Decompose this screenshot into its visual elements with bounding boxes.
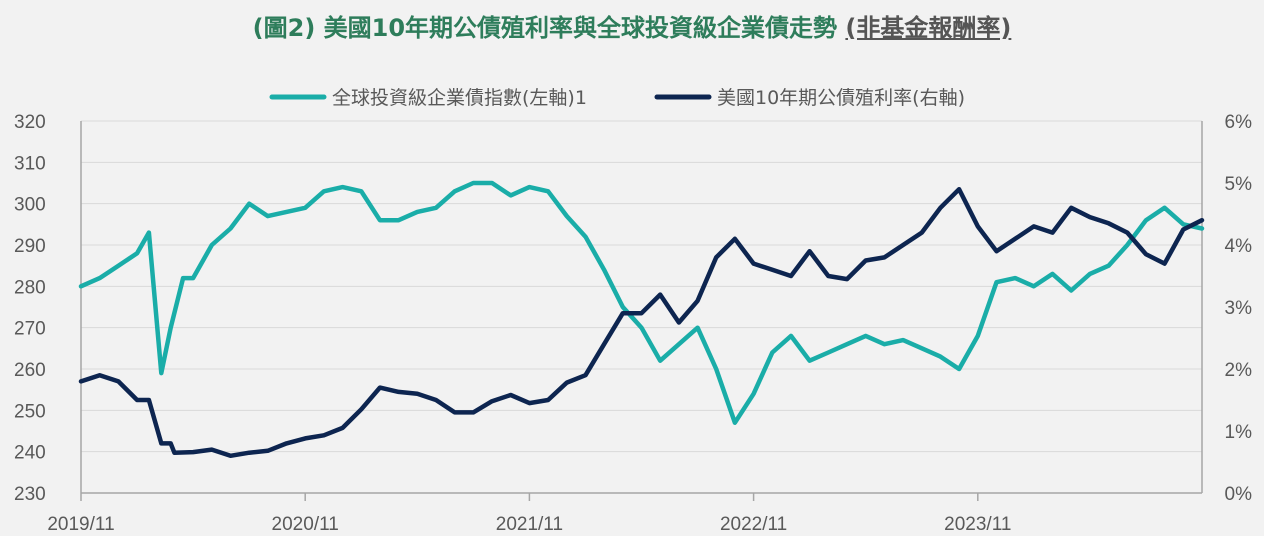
y-left-tick-label: 250	[14, 401, 46, 422]
y-right-tick-label: 5%	[1225, 174, 1253, 195]
legend-label-2: 美國10年期公債殖利率(右軸)	[717, 87, 965, 109]
x-tick-label: 2023/11	[944, 514, 1011, 535]
chart-title-main: (圖2) 美國10年期公債殖利率與全球投資級企業債走勢	[252, 14, 838, 42]
y-left-tick-label: 300	[14, 195, 46, 216]
y-right-tick-label: 1%	[1225, 422, 1253, 443]
y-left-tick-label: 260	[14, 360, 46, 381]
y-right-tick-label: 2%	[1225, 360, 1253, 381]
y-right-tick-label: 6%	[1225, 112, 1253, 133]
y-left-tick-label: 310	[14, 153, 46, 174]
y-left-tick-label: 240	[14, 443, 46, 464]
x-tick-label: 2020/11	[272, 514, 339, 535]
chart-legend: 全球投資級企業債指數(左軸)1 美國10年期公債殖利率(右軸)	[269, 87, 965, 109]
y-right-tick-label: 4%	[1225, 236, 1253, 257]
y-left-tick-label: 230	[14, 484, 46, 505]
legend-label-1: 全球投資級企業債指數(左軸)1	[332, 87, 587, 109]
y-left-tick-label: 320	[14, 112, 46, 133]
chart-title: (圖2) 美國10年期公債殖利率與全球投資級企業債走勢 (非基金報酬率)	[0, 8, 1264, 43]
tick-labels: 320 310 300 290 280 270 260 250 240 230 6% 5% 4% 3% 2%…	[14, 112, 1252, 535]
y-left-tick-label: 270	[14, 319, 46, 340]
x-tick-label: 2021/11	[496, 514, 563, 535]
x-tick-label: 2022/11	[720, 514, 787, 535]
series-line-2	[78, 186, 1205, 459]
y-left-tick-label: 280	[14, 277, 46, 298]
chart-grid	[81, 120, 1202, 453]
chart-title-sub: (非基金報酬率)	[845, 14, 1012, 42]
y-left-tick-label: 290	[14, 236, 46, 257]
x-tick-label: 2019/11	[47, 514, 114, 535]
y-right-tick-label: 0%	[1225, 484, 1253, 505]
series-line-1	[78, 180, 1205, 425]
chart-axes	[80, 121, 1203, 501]
y-right-tick-label: 3%	[1225, 298, 1253, 319]
chart-series	[78, 180, 1205, 459]
